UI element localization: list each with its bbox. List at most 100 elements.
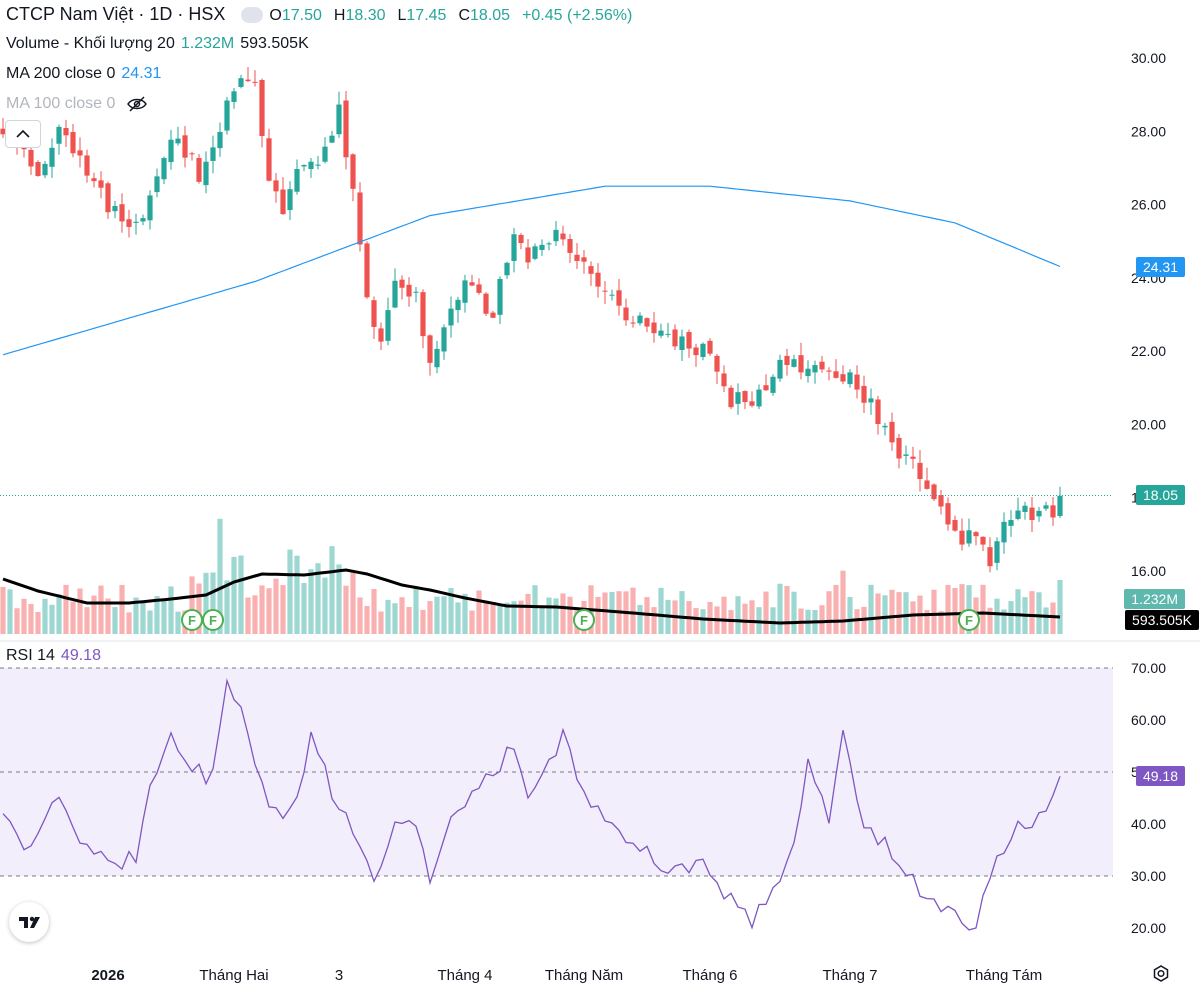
legend-main: CTCP Nam Việt · 1D · HSX O17.50 H18.30 L17.… — [6, 4, 638, 26]
volume-bar — [168, 586, 174, 634]
volume-bar — [854, 609, 860, 634]
candle-body — [287, 189, 293, 211]
candle-body — [756, 389, 762, 407]
legend-rsi[interactable]: RSI 14 49.18 — [6, 646, 107, 666]
candle-body — [966, 530, 972, 544]
candle-body — [728, 387, 734, 408]
volume-bar — [658, 587, 664, 634]
candle-body — [553, 229, 559, 242]
candle-body — [840, 374, 846, 382]
candle-body — [1050, 505, 1056, 518]
tradingview-logo[interactable] — [9, 902, 49, 942]
candle-body — [924, 480, 930, 489]
candle-body — [252, 81, 258, 83]
candle-body — [126, 219, 132, 227]
volume-bar — [147, 610, 153, 634]
candle-body — [112, 206, 118, 212]
candle-body — [182, 135, 188, 158]
candle-body — [413, 291, 419, 293]
candle-body — [532, 246, 538, 259]
legend-ma200[interactable]: MA 200 close 0 24.31 — [6, 64, 167, 84]
candle-body — [350, 154, 356, 189]
fundamental-event-marker[interactable]: F — [958, 609, 980, 631]
candle-body — [980, 536, 986, 545]
marker-label: F — [580, 613, 588, 628]
volume-bar — [630, 587, 636, 634]
volume-bar — [336, 564, 342, 634]
candle-body — [385, 310, 391, 341]
candle-body — [273, 180, 279, 192]
volume-bar — [245, 597, 251, 634]
candle-body — [49, 147, 55, 167]
legend-volume[interactable]: Volume - Khối lượng 20 1.232M 593.505K — [6, 34, 315, 54]
volume-bar — [357, 597, 363, 634]
volume-bar — [553, 598, 559, 634]
fundamental-event-marker[interactable]: F — [573, 609, 595, 631]
rsi-value-tag: 49.18 — [1135, 766, 1185, 786]
last-price-tag: 18.05 — [1135, 485, 1185, 505]
candle-body — [770, 376, 776, 393]
volume-bar — [525, 593, 531, 634]
volume-bar — [539, 605, 545, 634]
volume-bar — [791, 591, 797, 634]
candle-body — [399, 279, 405, 288]
settings-button[interactable] — [1150, 963, 1172, 985]
candle-body — [504, 262, 510, 276]
volume-ma-value: 593.505K — [240, 35, 309, 52]
volume-bar — [819, 605, 825, 634]
volume-bar — [98, 585, 104, 634]
volume-bar — [448, 588, 454, 634]
candle-body — [189, 153, 195, 155]
candle-body — [497, 278, 503, 315]
market-status-icon[interactable] — [241, 7, 264, 24]
candle-body — [441, 327, 447, 352]
candle-body — [315, 164, 321, 166]
candle-body — [595, 272, 601, 287]
candle-body — [777, 359, 783, 379]
candle-body — [343, 100, 349, 158]
candle-body — [364, 243, 370, 298]
volume-bar — [518, 600, 524, 634]
candle-body — [154, 176, 160, 193]
volume-bar — [770, 607, 776, 634]
volume-bar — [875, 593, 881, 634]
rsi-tick-label: 20.00 — [1131, 920, 1166, 936]
candle-body — [455, 299, 461, 311]
candle-body — [959, 530, 965, 545]
candle-body — [168, 139, 174, 163]
time-axis: 2026 Tháng Hai 3 Tháng 4 Tháng Năm Tháng 6 Thá… — [91, 967, 1042, 984]
time-tick-label: 3 — [335, 967, 343, 984]
candle-body — [525, 247, 531, 263]
fundamental-event-marker[interactable]: F — [181, 609, 203, 631]
time-tick-label: Tháng Tám — [966, 967, 1042, 984]
candle-body — [931, 484, 937, 500]
eye-hidden-icon[interactable] — [126, 96, 148, 112]
volume-bar — [490, 602, 496, 634]
volume-bar — [385, 599, 391, 634]
candle-body — [588, 266, 594, 274]
candle-body — [1043, 505, 1049, 509]
candle-body — [896, 437, 902, 459]
candle-body — [238, 78, 244, 87]
fundamental-event-marker[interactable]: F — [202, 609, 224, 631]
volume-bar — [511, 601, 517, 634]
volume-bar — [399, 597, 405, 634]
volume-ma-tag: 593.505K — [1125, 610, 1199, 630]
candle-body — [693, 347, 699, 356]
volume-label: Volume - Khối lượng 20 — [6, 35, 175, 52]
marker-label: F — [965, 613, 973, 628]
volume-bar — [546, 597, 552, 634]
legend-ma100[interactable]: MA 100 close 0 — [6, 94, 148, 114]
collapse-legend-button[interactable] — [5, 120, 41, 148]
symbol-title[interactable]: CTCP Nam Việt · 1D · HSX — [6, 4, 226, 24]
candle-body — [539, 244, 545, 250]
candle-body — [721, 373, 727, 387]
tradingview-logo-icon — [19, 916, 40, 928]
candle-body — [84, 155, 90, 176]
ma100-label: MA 100 close 0 — [6, 95, 116, 112]
price-tick-label: 26.00 — [1131, 197, 1166, 213]
rsi-tick-label: 30.00 — [1131, 868, 1166, 884]
candle-body — [308, 161, 314, 170]
